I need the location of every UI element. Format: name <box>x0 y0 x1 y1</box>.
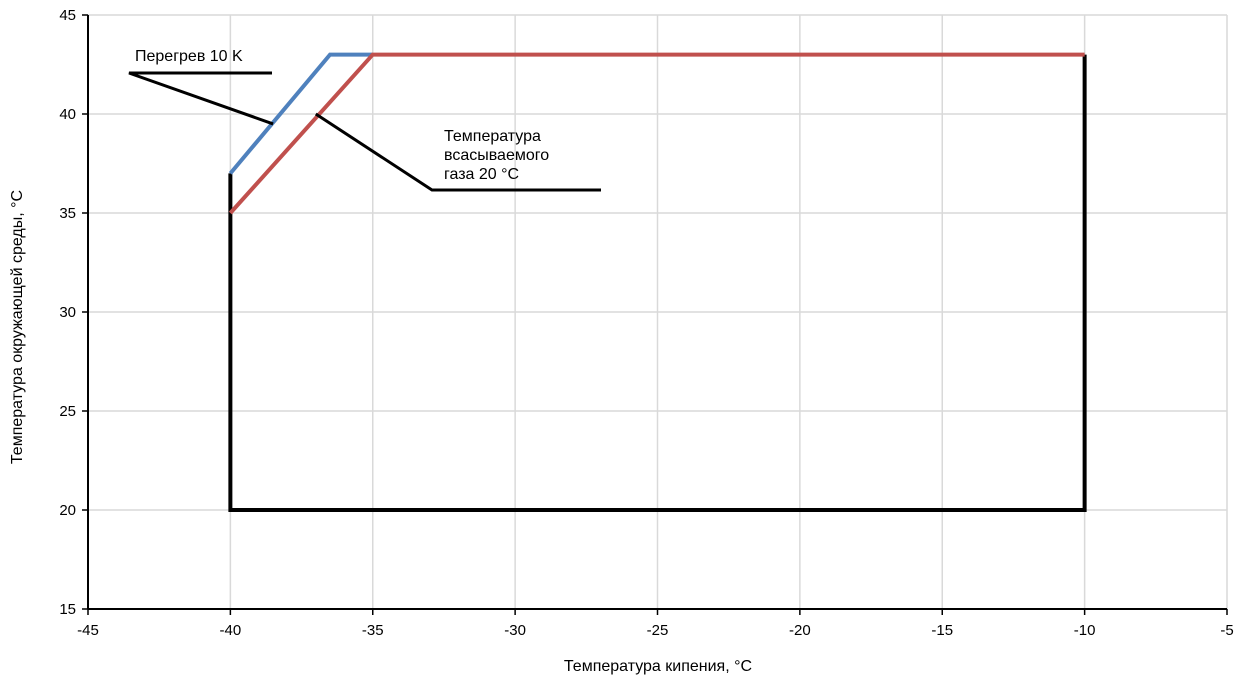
x-tick-label: -5 <box>1220 622 1233 639</box>
y-tick-label: 45 <box>59 7 76 24</box>
tick-labels: -45 -40 -35 -30 -25 -20 -15 -10 -5 15 20 25 30 35 40 45 <box>59 7 1233 639</box>
x-tick-label: -25 <box>647 622 669 639</box>
y-tick-label: 30 <box>59 304 76 321</box>
axes <box>82 14 1228 615</box>
annotation-text-1: всасываемого <box>444 147 549 164</box>
y-tick-label: 40 <box>59 106 76 123</box>
series-lines <box>228 52 1087 512</box>
annotation-leader-0 <box>128 71 274 126</box>
annotations: Перегрев 10 K Температура всасываемого газа… <box>128 48 601 192</box>
annotation-text-1: газа 20 °C <box>444 166 519 183</box>
annotation-text-1: Температура <box>444 128 541 145</box>
x-tick-label: -40 <box>220 622 242 639</box>
series-line-1 <box>228 52 373 175</box>
x-tick-label: -10 <box>1074 622 1096 639</box>
series-line-0 <box>228 54 1087 512</box>
x-axis-title: Температура кипения, °C <box>564 658 752 675</box>
y-tick-label: 35 <box>59 205 76 222</box>
annotation-text-0: Перегрев 10 K <box>135 48 243 65</box>
series-line-2 <box>228 52 1085 215</box>
annotation-leader-1 <box>314 112 601 192</box>
x-tick-label: -15 <box>931 622 953 639</box>
x-tick-label: -45 <box>77 622 99 639</box>
y-axis-title: Температура окружающей среды, °C <box>9 190 26 464</box>
y-tick-label: 20 <box>59 502 76 519</box>
x-tick-label: -35 <box>362 622 384 639</box>
y-tick-label: 25 <box>59 403 76 420</box>
y-tick-label: 15 <box>59 601 76 618</box>
x-tick-label: -20 <box>789 622 811 639</box>
x-tick-label: -30 <box>504 622 526 639</box>
